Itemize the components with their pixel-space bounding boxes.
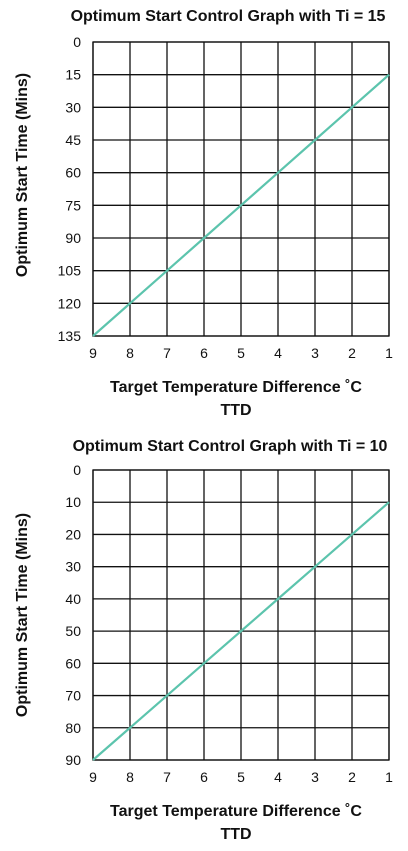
x-tick-label: 7 — [163, 345, 171, 361]
plot-frame — [92, 469, 390, 761]
x-axis-label-abbrev: TTD — [220, 402, 251, 419]
plot-area: 0 10 20 30 40 50 60 70 80 90 9 8 7 6 5 4 3 2 1 — [65, 462, 393, 785]
y-tick-label: 40 — [65, 591, 81, 607]
chart-ti-15: Optimum Start Control Graph with Ti = 15… — [14, 8, 393, 419]
y-tick-label: 60 — [65, 655, 81, 671]
x-axis-label: Target Temperature Difference ˚C — [110, 379, 362, 396]
series-line — [92, 501, 390, 761]
x-tick-label: 2 — [348, 769, 356, 785]
y-tick-label: 90 — [65, 230, 81, 246]
y-tick-label: 80 — [65, 720, 81, 736]
y-tick-label: 105 — [58, 263, 82, 279]
y-tick-label: 30 — [65, 559, 81, 575]
y-tick-label: 10 — [65, 494, 81, 510]
y-tick-label: 70 — [65, 688, 81, 704]
x-tick-label: 4 — [274, 769, 282, 785]
plot-area: 0 15 30 45 60 75 90 105 120 135 9 8 7 6 5 4 3 2 1 — [58, 34, 393, 361]
chart-title: Optimum Start Control Graph with Ti = 15 — [71, 8, 386, 25]
y-tick-label: 15 — [65, 67, 81, 83]
x-tick-label: 8 — [126, 345, 134, 361]
series-line — [92, 73, 390, 337]
x-tick-label: 6 — [200, 345, 208, 361]
y-axis-label: Optimum Start Time (Mins) — [14, 513, 31, 717]
x-tick-label: 6 — [200, 769, 208, 785]
y-tick-label: 30 — [65, 99, 81, 115]
y-tick-label: 90 — [65, 752, 81, 768]
y-tick-label: 45 — [65, 132, 81, 148]
x-tick-label: 7 — [163, 769, 171, 785]
x-tick-label: 5 — [237, 769, 245, 785]
y-tick-label: 135 — [58, 328, 82, 344]
y-tick-label: 75 — [65, 197, 81, 213]
y-axis-label: Optimum Start Time (Mins) — [14, 73, 31, 277]
x-tick-label: 9 — [89, 769, 97, 785]
y-tick-label: 120 — [58, 295, 82, 311]
y-tick-label: 0 — [73, 34, 81, 50]
x-tick-label: 5 — [237, 345, 245, 361]
y-tick-label: 0 — [73, 462, 81, 478]
y-tick-label: 60 — [65, 165, 81, 181]
x-axis-label: Target Temperature Difference ˚C — [110, 803, 362, 820]
y-tick-label: 50 — [65, 623, 81, 639]
x-tick-label: 3 — [311, 769, 319, 785]
x-tick-label: 4 — [274, 345, 282, 361]
plot-frame — [92, 41, 390, 337]
x-tick-label: 2 — [348, 345, 356, 361]
x-tick-label: 1 — [385, 769, 393, 785]
x-tick-label: 3 — [311, 345, 319, 361]
y-tick-label: 20 — [65, 526, 81, 542]
x-axis-label-abbrev: TTD — [220, 826, 251, 843]
chart-ti-10: Optimum Start Control Graph with Ti = 10… — [14, 438, 393, 843]
chart-title: Optimum Start Control Graph with Ti = 10 — [73, 438, 388, 455]
x-tick-label: 8 — [126, 769, 134, 785]
x-tick-label: 1 — [385, 345, 393, 361]
x-tick-label: 9 — [89, 345, 97, 361]
